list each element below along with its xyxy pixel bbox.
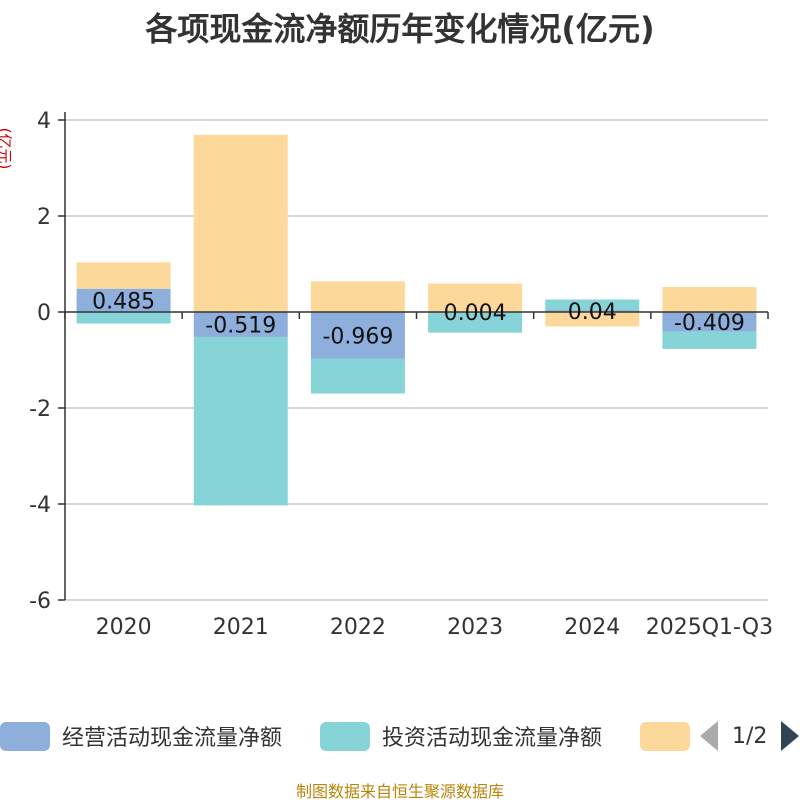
y-tick-label: 4 xyxy=(37,109,51,134)
chart-plot: 4 2 0 -2 -4 -6 2020 2021 2022 2023 2024 2025Q1-Q3 0… xyxy=(29,109,773,640)
bar-2-2023 xyxy=(428,283,523,312)
bar-1-2024 xyxy=(545,299,640,311)
bar-2-2020 xyxy=(76,262,171,289)
data-labels: 0.485 -0.519 -0.969 0.004 0.04 -0.409 xyxy=(92,289,745,349)
y-tick-label: 2 xyxy=(37,205,51,230)
x-tick-label: 2021 xyxy=(213,615,269,640)
source-note: 制图数据来自恒生聚源数据库 xyxy=(295,782,504,800)
x-tick-label: 2022 xyxy=(330,615,386,640)
y-tick-label: -2 xyxy=(29,397,51,422)
y-tick-label: 0 xyxy=(37,301,51,326)
bar-2-2022 xyxy=(310,281,405,312)
data-label: 0.004 xyxy=(444,301,507,326)
data-label: 0.485 xyxy=(92,289,155,314)
legend-label: 经营活动现金流量净额 xyxy=(62,726,283,751)
bar-2-2021 xyxy=(193,134,288,312)
bar-1-2020 xyxy=(76,312,171,324)
bar-2-2024 xyxy=(545,312,640,327)
y-tick-label: -4 xyxy=(29,493,51,518)
x-tick-label: 2023 xyxy=(447,615,503,640)
bar-1-2023 xyxy=(428,312,523,333)
x-tick-label: 2020 xyxy=(96,615,152,640)
data-label: 0.04 xyxy=(568,300,617,325)
x-tick-label: 2024 xyxy=(564,615,620,640)
bar-0-2022 xyxy=(310,312,405,359)
bar-1-2021 xyxy=(193,336,288,506)
legend-item-financing-cashflow[interactable] xyxy=(640,716,702,756)
bar-1-2025Q1-Q3 xyxy=(662,331,757,349)
previous-page-icon[interactable] xyxy=(700,721,718,751)
legend-page-indicator: 1/2 xyxy=(732,723,768,749)
legend-swatch xyxy=(0,721,50,751)
bars xyxy=(76,134,757,506)
data-label: -0.409 xyxy=(674,311,745,336)
bar-2-2025Q1-Q3 xyxy=(662,287,757,312)
data-label: -0.519 xyxy=(205,313,276,338)
legend-swatch xyxy=(640,721,690,751)
legend-item-operating-cashflow[interactable]: 经营活动现金流量净额 xyxy=(0,716,282,756)
legend-label: 投资活动现金流量净额 xyxy=(382,726,603,751)
legend-swatch xyxy=(320,721,370,751)
next-page-icon[interactable] xyxy=(781,721,800,751)
legend-pager: 1/2 xyxy=(700,716,800,756)
x-tick-label: 2025Q1-Q3 xyxy=(646,615,773,640)
bar-1-2022 xyxy=(310,358,405,394)
bar-0-2024 xyxy=(545,310,640,312)
bar-0-2020 xyxy=(76,288,171,312)
axes: 4 2 0 -2 -4 -6 2020 2021 2022 2023 2024 2025Q1-Q3 xyxy=(29,109,773,640)
bar-0-2025Q1-Q3 xyxy=(662,312,757,332)
bar-0-2021 xyxy=(193,312,288,337)
legend-item-investing-cashflow[interactable]: 投资活动现金流量净额 xyxy=(320,716,602,756)
gridlines xyxy=(65,119,768,601)
data-label: -0.969 xyxy=(322,324,393,349)
chart-title: 各项现金流净额历年变化情况(亿元) xyxy=(145,10,655,48)
y-tick-label: -6 xyxy=(29,589,51,614)
legend: 经营活动现金流量净额 投资活动现金流量净额 1/2 xyxy=(0,716,800,756)
